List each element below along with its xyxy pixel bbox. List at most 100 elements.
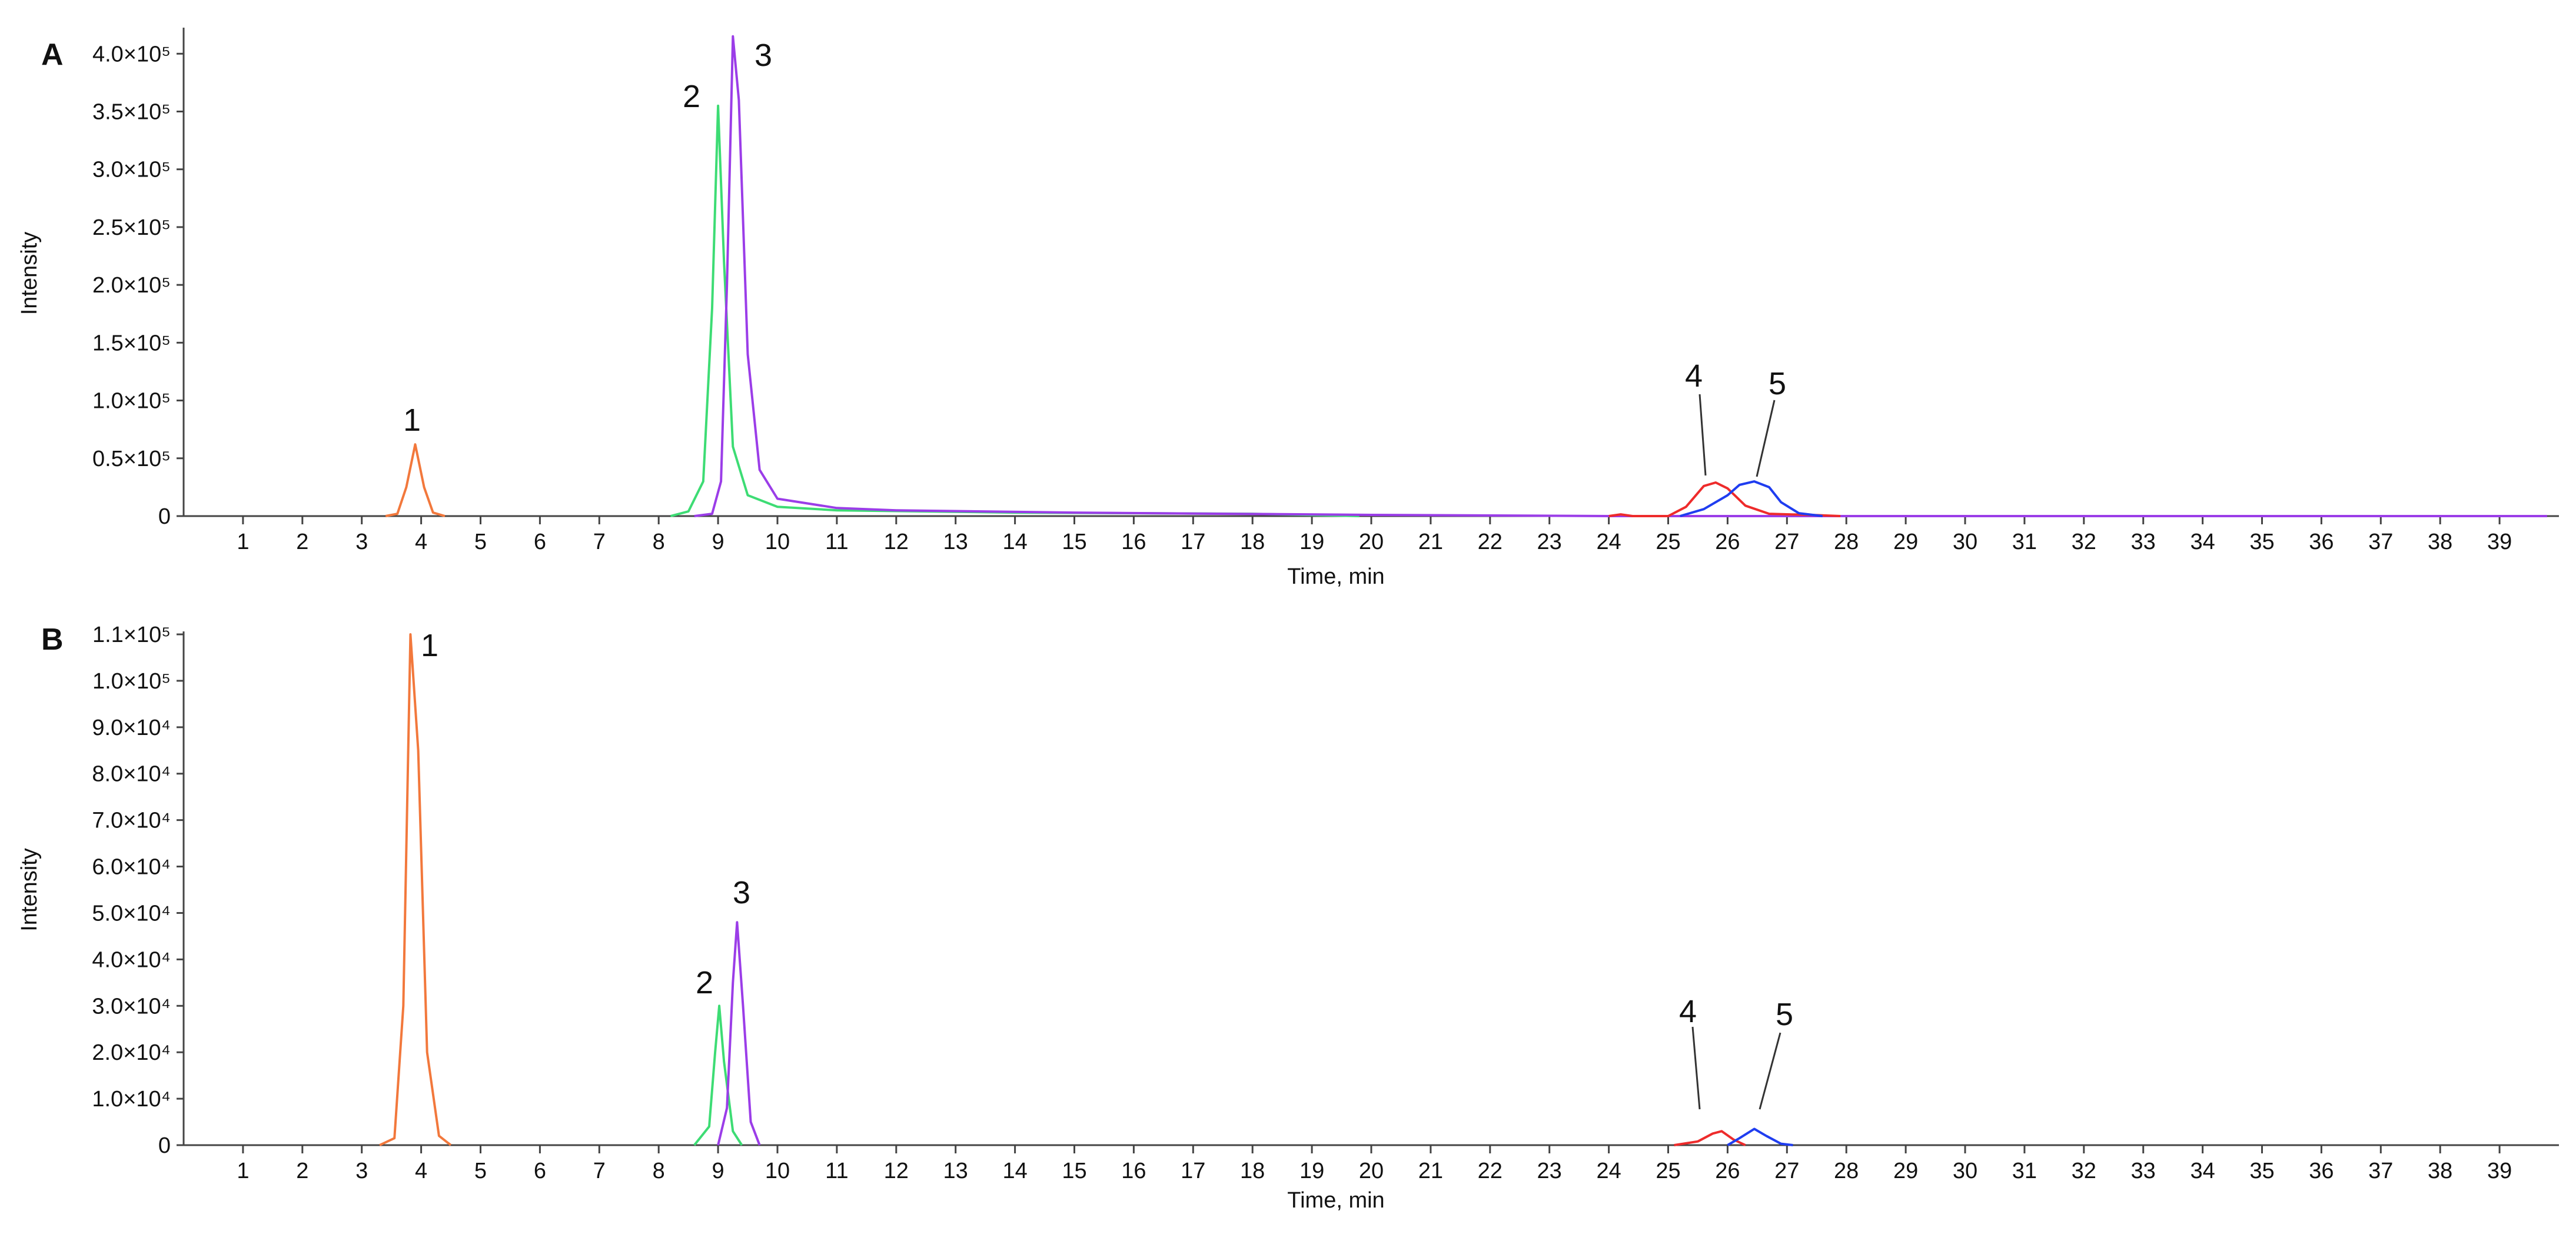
panel-a-peak-label-5: 5 xyxy=(1769,366,1786,401)
panel-a-x-tick-label: 38 xyxy=(2428,530,2452,554)
panel-b-x-tick-label: 14 xyxy=(1002,1159,1027,1183)
panel-b-x-tick-label: 25 xyxy=(1656,1159,1680,1183)
panel-b-y-tick-label: 4.0×10⁴ xyxy=(92,947,171,972)
panel-a-x-tick-label: 32 xyxy=(2072,530,2096,554)
panel-a-x-tick-label: 33 xyxy=(2131,530,2156,554)
panel-a-x-tick-label: 14 xyxy=(1002,530,1027,554)
panel-b-x-axis-title: Time, min xyxy=(1287,1188,1384,1213)
panel-b-x-tick-label: 17 xyxy=(1181,1159,1205,1183)
panel-b-x-tick-label: 34 xyxy=(2190,1159,2215,1183)
panel-a-y-tick-label: 1.5×10⁵ xyxy=(92,331,171,355)
panel-b-x-tick-label: 13 xyxy=(943,1159,968,1183)
panel-b-x-tick-label: 23 xyxy=(1537,1159,1562,1183)
panel-b-x-tick-label: 5 xyxy=(474,1159,487,1183)
panel-b-series-5-line xyxy=(1727,1127,1793,1146)
panel-b-y-tick-label: 1.0×10⁵ xyxy=(92,669,171,694)
panel-a-peak-label-3: 3 xyxy=(754,38,772,73)
panel-a-y-tick-label: 3.5×10⁵ xyxy=(92,100,171,125)
panel-a-x-tick-label: 12 xyxy=(884,530,909,554)
panel-b-x-tick-label: 28 xyxy=(1834,1159,1859,1183)
panel-a-x-tick-label: 21 xyxy=(1418,530,1443,554)
panel-a-x-tick-label: 18 xyxy=(1240,530,1265,554)
panel-b-x-tick-label: 16 xyxy=(1121,1159,1146,1183)
panel-b-x-tick-label: 20 xyxy=(1359,1159,1384,1183)
panel-b-x-tick-label: 32 xyxy=(2072,1159,2096,1183)
panel-a-x-tick-label: 22 xyxy=(1478,530,1503,554)
panel-b-peak-leader-4 xyxy=(1691,1026,1701,1110)
panel-b-x-tick-label: 4 xyxy=(415,1159,427,1183)
panel-a-y-tick-label: 1.0×10⁵ xyxy=(92,389,171,414)
panel-b-x-tick-label: 24 xyxy=(1596,1159,1621,1183)
panel-b-peak-label-2: 2 xyxy=(696,965,713,1000)
panel-b-x-tick-label: 35 xyxy=(2249,1159,2274,1183)
panel-b-x-tick-label: 30 xyxy=(1953,1159,1977,1183)
panel-a-x-tick-label: 13 xyxy=(943,530,968,554)
panel-b-x-tick-label: 11 xyxy=(825,1159,848,1183)
panel-b-x-tick-label: 31 xyxy=(2012,1159,2037,1183)
panel-a-x-tick-label: 8 xyxy=(653,530,665,554)
panel-b-x-tick-label: 36 xyxy=(2309,1159,2334,1183)
panel-b-y-tick-label: 1.1×10⁵ xyxy=(92,623,171,647)
panel-b-x-tick-label: 22 xyxy=(1478,1159,1503,1183)
panel-b-x-tick-label: 10 xyxy=(765,1159,790,1183)
panel-b-peak-label-1: 1 xyxy=(421,628,438,663)
panel-a-series-5-line xyxy=(1680,480,1823,517)
panel-b-x-tick-label: 29 xyxy=(1893,1159,1918,1183)
panel-b-y-tick-label: 3.0×10⁴ xyxy=(92,994,171,1019)
panel-a-y-tick-label: 4.0×10⁵ xyxy=(92,42,171,66)
panel-a-x-tick-label: 26 xyxy=(1715,530,1740,554)
panel-a-x-tick-label: 25 xyxy=(1656,530,1680,554)
panel-a-x-tick-label: 20 xyxy=(1359,530,1384,554)
panel-a-x-tick-label: 24 xyxy=(1596,530,1621,554)
panel-b-y-tick-label: 2.0×10⁴ xyxy=(92,1040,171,1065)
panel-b-x-tick-label: 7 xyxy=(593,1159,606,1183)
panel-b-x-tick-label: 15 xyxy=(1062,1159,1086,1183)
panel-a-y-axis-title: Intensity xyxy=(17,232,42,315)
panel-b-x-tick-label: 33 xyxy=(2131,1159,2156,1183)
panel-b-y-tick-label: 6.0×10⁴ xyxy=(92,855,171,880)
panel-b-x-tick-label: 18 xyxy=(1240,1159,1265,1183)
panel-a-y-tick-label: 2.0×10⁵ xyxy=(92,273,171,298)
panel-a-x-tick-label: 36 xyxy=(2309,530,2334,554)
panel-b-x-tick-label: 12 xyxy=(884,1159,909,1183)
panel-b-x-tick-label: 39 xyxy=(2487,1159,2512,1183)
panel-b-y-tick-label: 5.0×10⁴ xyxy=(92,901,171,926)
panel-a-x-tick-label: 28 xyxy=(1834,530,1859,554)
panel-b-x-tick-label: 26 xyxy=(1715,1159,1740,1183)
panel-b-x-tick-label: 37 xyxy=(2368,1159,2393,1183)
panel-b-x-tick-label: 38 xyxy=(2428,1159,2452,1183)
panel-a-y-tick-label: 0 xyxy=(158,504,171,529)
panel-b-y-tick-label: 9.0×10⁴ xyxy=(92,716,171,740)
panel-a-y-tick-label: 2.5×10⁵ xyxy=(92,215,171,240)
panel-a-x-tick-label: 23 xyxy=(1537,530,1562,554)
panel-a-x-tick-label: 2 xyxy=(296,530,308,554)
panel-b-x-tick-label: 27 xyxy=(1774,1159,1799,1183)
panel-b-x-tick-label: 9 xyxy=(712,1159,724,1183)
panel-a-x-axis-title: Time, min xyxy=(1287,564,1384,589)
panel-b-x-tick-label: 21 xyxy=(1418,1159,1443,1183)
panel-a-peak-leader-4 xyxy=(1699,394,1707,476)
panel-a-peak-label-2: 2 xyxy=(683,79,700,114)
panel-a-x-tick-label: 31 xyxy=(2012,530,2037,554)
panel-a-x-tick-label: 37 xyxy=(2368,530,2393,554)
panel-a-peak-label-4: 4 xyxy=(1685,358,1703,394)
panel-a-x-tick-label: 30 xyxy=(1953,530,1977,554)
panel-a-series-1-line xyxy=(385,443,446,517)
panel-b-y-tick-label: 0 xyxy=(158,1133,171,1158)
panel-b-x-tick-label: 2 xyxy=(296,1159,308,1183)
panel-a-series-2-line xyxy=(670,104,1360,517)
panel-a-series-3-line xyxy=(694,35,2547,517)
panel-b-peak-label-3: 3 xyxy=(733,875,750,910)
panel-b-x-tick-label: 1 xyxy=(237,1159,249,1183)
panel-b-y-tick-label: 8.0×10⁴ xyxy=(92,762,171,787)
panel-a-x-tick-label: 35 xyxy=(2249,530,2274,554)
panel-b-series-2-line xyxy=(693,1005,743,1146)
panel-a-x-tick-label: 5 xyxy=(474,530,487,554)
panel-a-x-tick-label: 39 xyxy=(2487,530,2512,554)
panel-b-y-tick-label: 1.0×10⁴ xyxy=(92,1087,171,1112)
panel-a-label: A xyxy=(41,38,64,72)
panel-a-peak-leader-5 xyxy=(1756,400,1776,477)
panel-a-x-tick-label: 1 xyxy=(237,530,249,554)
